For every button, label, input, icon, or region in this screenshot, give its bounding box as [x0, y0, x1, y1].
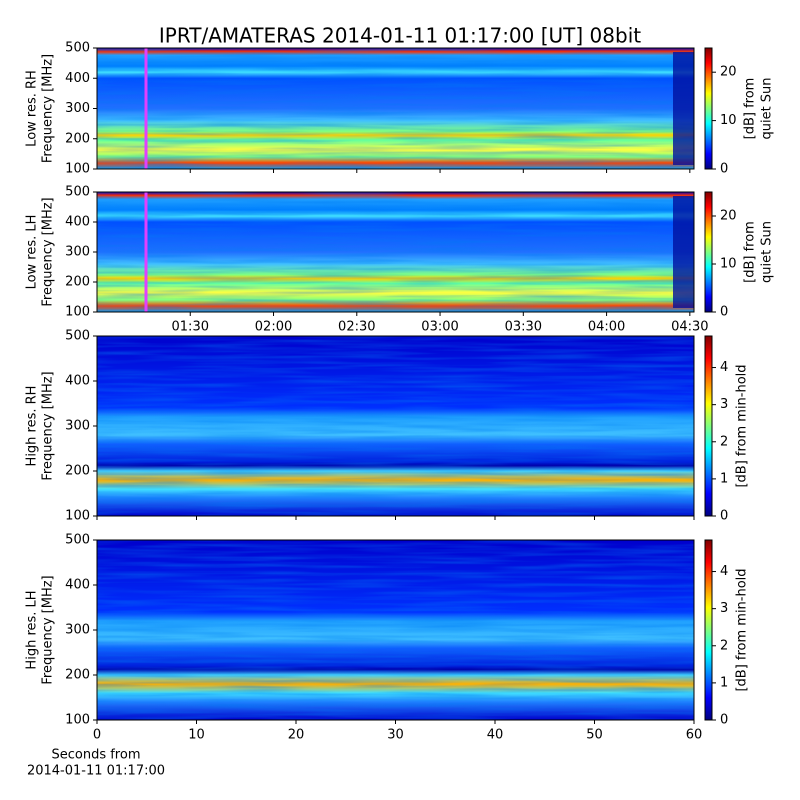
x-tick-label: 40: [487, 728, 504, 743]
colorbar-tick-label: 0: [720, 713, 728, 728]
x-axis-label: Seconds from: [51, 748, 140, 763]
colorbar-tick-label: 20: [720, 209, 737, 224]
x-tick-label: 03:30: [505, 320, 542, 335]
y-tick-label: 300: [65, 245, 90, 260]
x-tick-label: 02:30: [338, 320, 375, 335]
x-tick-label: 04:00: [588, 320, 625, 335]
colorbar-tick-label: 1: [720, 675, 728, 690]
y-tick-label: 500: [65, 329, 90, 344]
y-axis-label: Low res. LH: [25, 215, 40, 290]
colorbar-tick-label: 10: [720, 257, 737, 272]
y-tick-label: 400: [65, 215, 90, 230]
colorbar-tick-label: 0: [720, 305, 728, 320]
colorbar-tick-label: 2: [720, 434, 728, 449]
y-tick-label: 400: [65, 578, 90, 593]
colorbar-tick-label: 2: [720, 638, 728, 653]
colorbar-tick-label: 3: [720, 601, 728, 616]
x-tick-label: 04:30: [671, 320, 708, 335]
y-tick-label: 500: [65, 41, 90, 56]
colorbar-label: [dB] from min-hold: [735, 568, 750, 691]
y-tick-label: 300: [65, 623, 90, 638]
colorbar-tick-label: 0: [720, 162, 728, 177]
y-tick-label: 200: [65, 464, 90, 479]
x-tick-label: 03:00: [421, 320, 458, 335]
y-tick-label: 400: [65, 374, 90, 389]
x-tick-label: 02:00: [255, 320, 292, 335]
y-tick-label: 100: [65, 305, 90, 320]
colorbar: [704, 539, 713, 721]
y-axis-label: Frequency [MHz]: [41, 197, 56, 306]
chart-title: IPRT/AMATERAS 2014-01-11 01:17:00 [UT] 0…: [159, 24, 641, 48]
no-data-band: [673, 196, 694, 308]
y-axis-label: Frequency [MHz]: [41, 371, 56, 480]
colorbar-label: quiet Sun: [760, 221, 775, 283]
y-tick-label: 200: [65, 131, 90, 146]
y-axis-label: High res. LH: [25, 590, 40, 669]
colorbar-tick-label: 1: [720, 471, 728, 486]
colorbar-tick-label: 4: [720, 564, 728, 579]
colorbar: [704, 191, 713, 313]
colorbar: [704, 47, 713, 170]
x-axis-label: 2014-01-11 01:17:00: [27, 764, 165, 779]
colorbar-label: [dB] from: [743, 221, 758, 283]
y-axis-label: Low res. RH: [25, 70, 40, 147]
colorbar-tick-label: 3: [720, 397, 728, 412]
x-tick-label: 20: [288, 728, 305, 743]
y-axis-label: Frequency [MHz]: [41, 54, 56, 163]
x-tick-label: 10: [188, 728, 205, 743]
colorbar-tick-label: 4: [720, 360, 728, 375]
colorbar-label: [dB] from: [743, 78, 758, 140]
spectrogram-texture: [97, 192, 694, 312]
y-tick-label: 300: [65, 419, 90, 434]
x-tick-label: 50: [586, 728, 603, 743]
x-tick-label: 0: [93, 728, 101, 743]
colorbar-label: [dB] from min-hold: [735, 364, 750, 487]
colorbar-label: quiet Sun: [760, 77, 775, 139]
y-tick-label: 100: [65, 713, 90, 728]
x-tick-label: 30: [387, 728, 404, 743]
colorbar: [704, 335, 713, 517]
colorbar-tick-label: 20: [720, 65, 737, 80]
colorbar-tick-label: 0: [720, 509, 728, 524]
spectrogram-texture: [97, 48, 694, 169]
spectrogram-texture: [97, 540, 694, 720]
colorbar-tick-label: 10: [720, 113, 737, 128]
y-axis-label: Frequency [MHz]: [41, 575, 56, 684]
y-tick-label: 500: [65, 533, 90, 548]
x-tick-label: 01:30: [172, 320, 209, 335]
y-tick-label: 300: [65, 101, 90, 116]
y-tick-label: 200: [65, 668, 90, 683]
spectrogram-texture: [97, 336, 694, 516]
y-tick-label: 200: [65, 275, 90, 290]
y-tick-label: 500: [65, 185, 90, 200]
no-data-band: [673, 52, 694, 165]
y-tick-label: 100: [65, 162, 90, 177]
x-tick-label: 60: [686, 728, 703, 743]
y-axis-label: High res. RH: [25, 386, 40, 467]
y-tick-label: 400: [65, 71, 90, 86]
y-tick-label: 100: [65, 509, 90, 524]
